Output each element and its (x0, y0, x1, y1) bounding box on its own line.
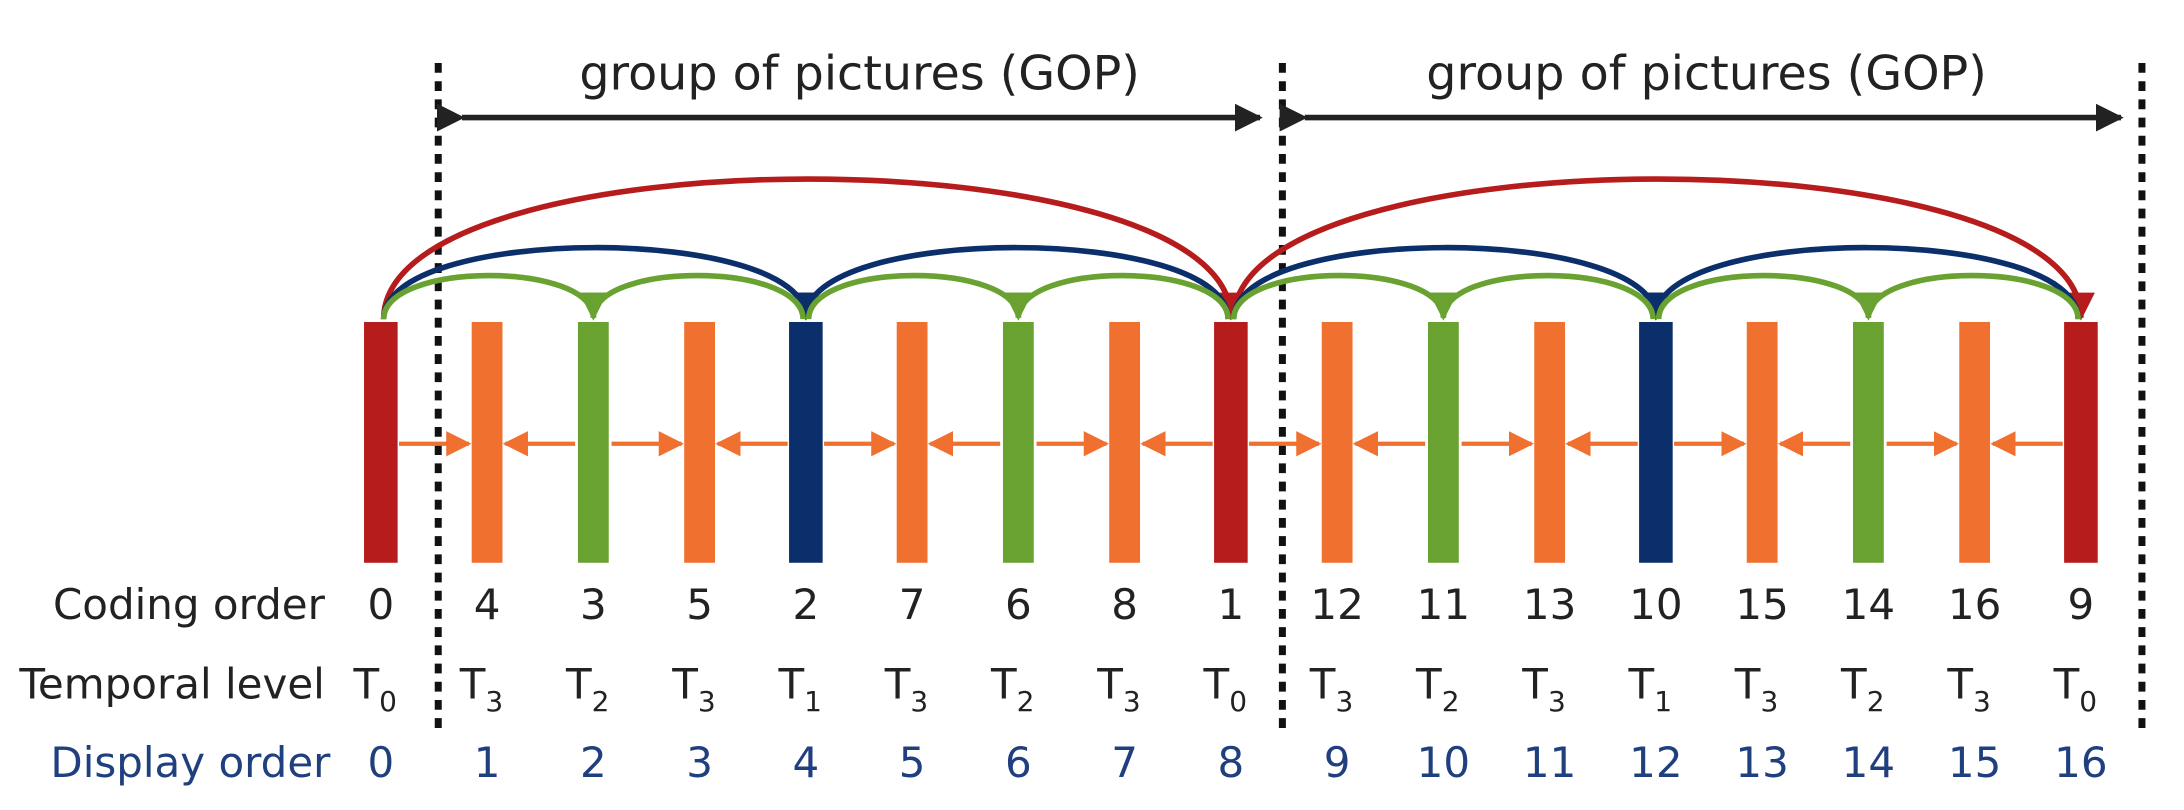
frame-bar (1002, 321, 1034, 563)
display-order: 16 (2054, 738, 2107, 787)
coding-order: 14 (1842, 580, 1895, 629)
frame-bar (1746, 321, 1778, 563)
gop-label: group of pictures (GOP) (1426, 47, 1987, 102)
frame-bar (1214, 321, 1248, 563)
prediction-arc (1004, 272, 1231, 321)
display-order: 4 (792, 738, 819, 787)
temporal-level: T2 (565, 660, 609, 719)
display-order: 12 (1629, 738, 1682, 787)
coding-order: 9 (2068, 580, 2095, 629)
temporal-level: T2 (1415, 660, 1459, 719)
prediction-arc (1655, 272, 1883, 321)
coding-order: 7 (899, 580, 926, 629)
frame-bar (1959, 321, 1991, 563)
display-order: 9 (1324, 738, 1351, 787)
frame-bar (1639, 321, 1673, 563)
prediction-arc (380, 244, 820, 321)
prediction-arc (579, 272, 806, 321)
temporal-level: T3 (1946, 660, 1990, 719)
temporal-level: T3 (459, 660, 503, 719)
coding-order: 5 (686, 580, 713, 629)
prediction-arc (1642, 244, 2081, 321)
frame-bar (1109, 321, 1141, 563)
display-order: 0 (367, 738, 394, 787)
temporal-level: T3 (1734, 660, 1778, 719)
temporal-level: T2 (1840, 660, 1884, 719)
gop-label: group of pictures (GOP) (579, 47, 1140, 102)
temporal-level: T3 (1521, 660, 1565, 719)
temporal-level: T3 (671, 660, 715, 719)
prediction-arc (1230, 176, 2095, 321)
frame-bar (1853, 321, 1884, 563)
frame-bar (2064, 321, 2098, 563)
frame-bar (471, 321, 503, 563)
display-order: 2 (580, 738, 607, 787)
display-order: 3 (686, 738, 713, 787)
display-order: 10 (1417, 738, 1470, 787)
display-order: 8 (1218, 738, 1245, 787)
coding-order: 10 (1629, 580, 1682, 629)
coding-order: 16 (1948, 580, 2001, 629)
display-order: 6 (1005, 738, 1032, 787)
temporal-level: T1 (1628, 660, 1672, 719)
row-label: Temporal level (18, 660, 324, 709)
frame-bar (1427, 321, 1459, 563)
temporal-level: T1 (778, 660, 822, 719)
coding-order: 6 (1005, 580, 1032, 629)
temporal-level: T3 (1309, 660, 1353, 719)
display-order: 15 (1948, 738, 2001, 787)
prediction-arc (791, 244, 1231, 321)
coding-order: 1 (1218, 580, 1245, 629)
temporal-level: T2 (990, 660, 1034, 719)
frame-bar (896, 321, 928, 563)
coding-order: 2 (792, 580, 819, 629)
frame-bar (577, 321, 609, 563)
prediction-arc (805, 272, 1033, 321)
row-label: Coding order (53, 580, 326, 629)
display-order: 7 (1111, 738, 1138, 787)
temporal-level: T0 (353, 660, 397, 719)
prediction-arc (1854, 272, 2081, 321)
frame-bar (789, 321, 823, 563)
coding-order: 8 (1111, 580, 1138, 629)
display-order: 13 (1735, 738, 1788, 787)
coding-order: 13 (1523, 580, 1576, 629)
coding-order: 0 (367, 580, 394, 629)
coding-order: 15 (1735, 580, 1788, 629)
row-label: Display order (50, 738, 331, 787)
coding-order: 3 (580, 580, 607, 629)
frame-bar (1321, 321, 1353, 563)
prediction-arc (380, 176, 1245, 321)
temporal-level: T0 (1203, 660, 1247, 719)
display-order: 11 (1523, 738, 1576, 787)
temporal-level: T3 (884, 660, 928, 719)
prediction-arc (1230, 244, 1670, 321)
display-order: 1 (474, 738, 501, 787)
display-order: 14 (1842, 738, 1895, 787)
gop-separators (434, 62, 2146, 731)
frame-bar (1534, 321, 1566, 563)
frame-bar (364, 321, 398, 563)
display-order: 5 (899, 738, 926, 787)
frame-bar (684, 321, 715, 563)
coding-order: 11 (1417, 580, 1470, 629)
temporal-level: T0 (2053, 660, 2097, 719)
temporal-level: T3 (1096, 660, 1140, 719)
coding-order: 12 (1310, 580, 1363, 629)
coding-order: 4 (474, 580, 501, 629)
prediction-arc (1429, 272, 1656, 321)
